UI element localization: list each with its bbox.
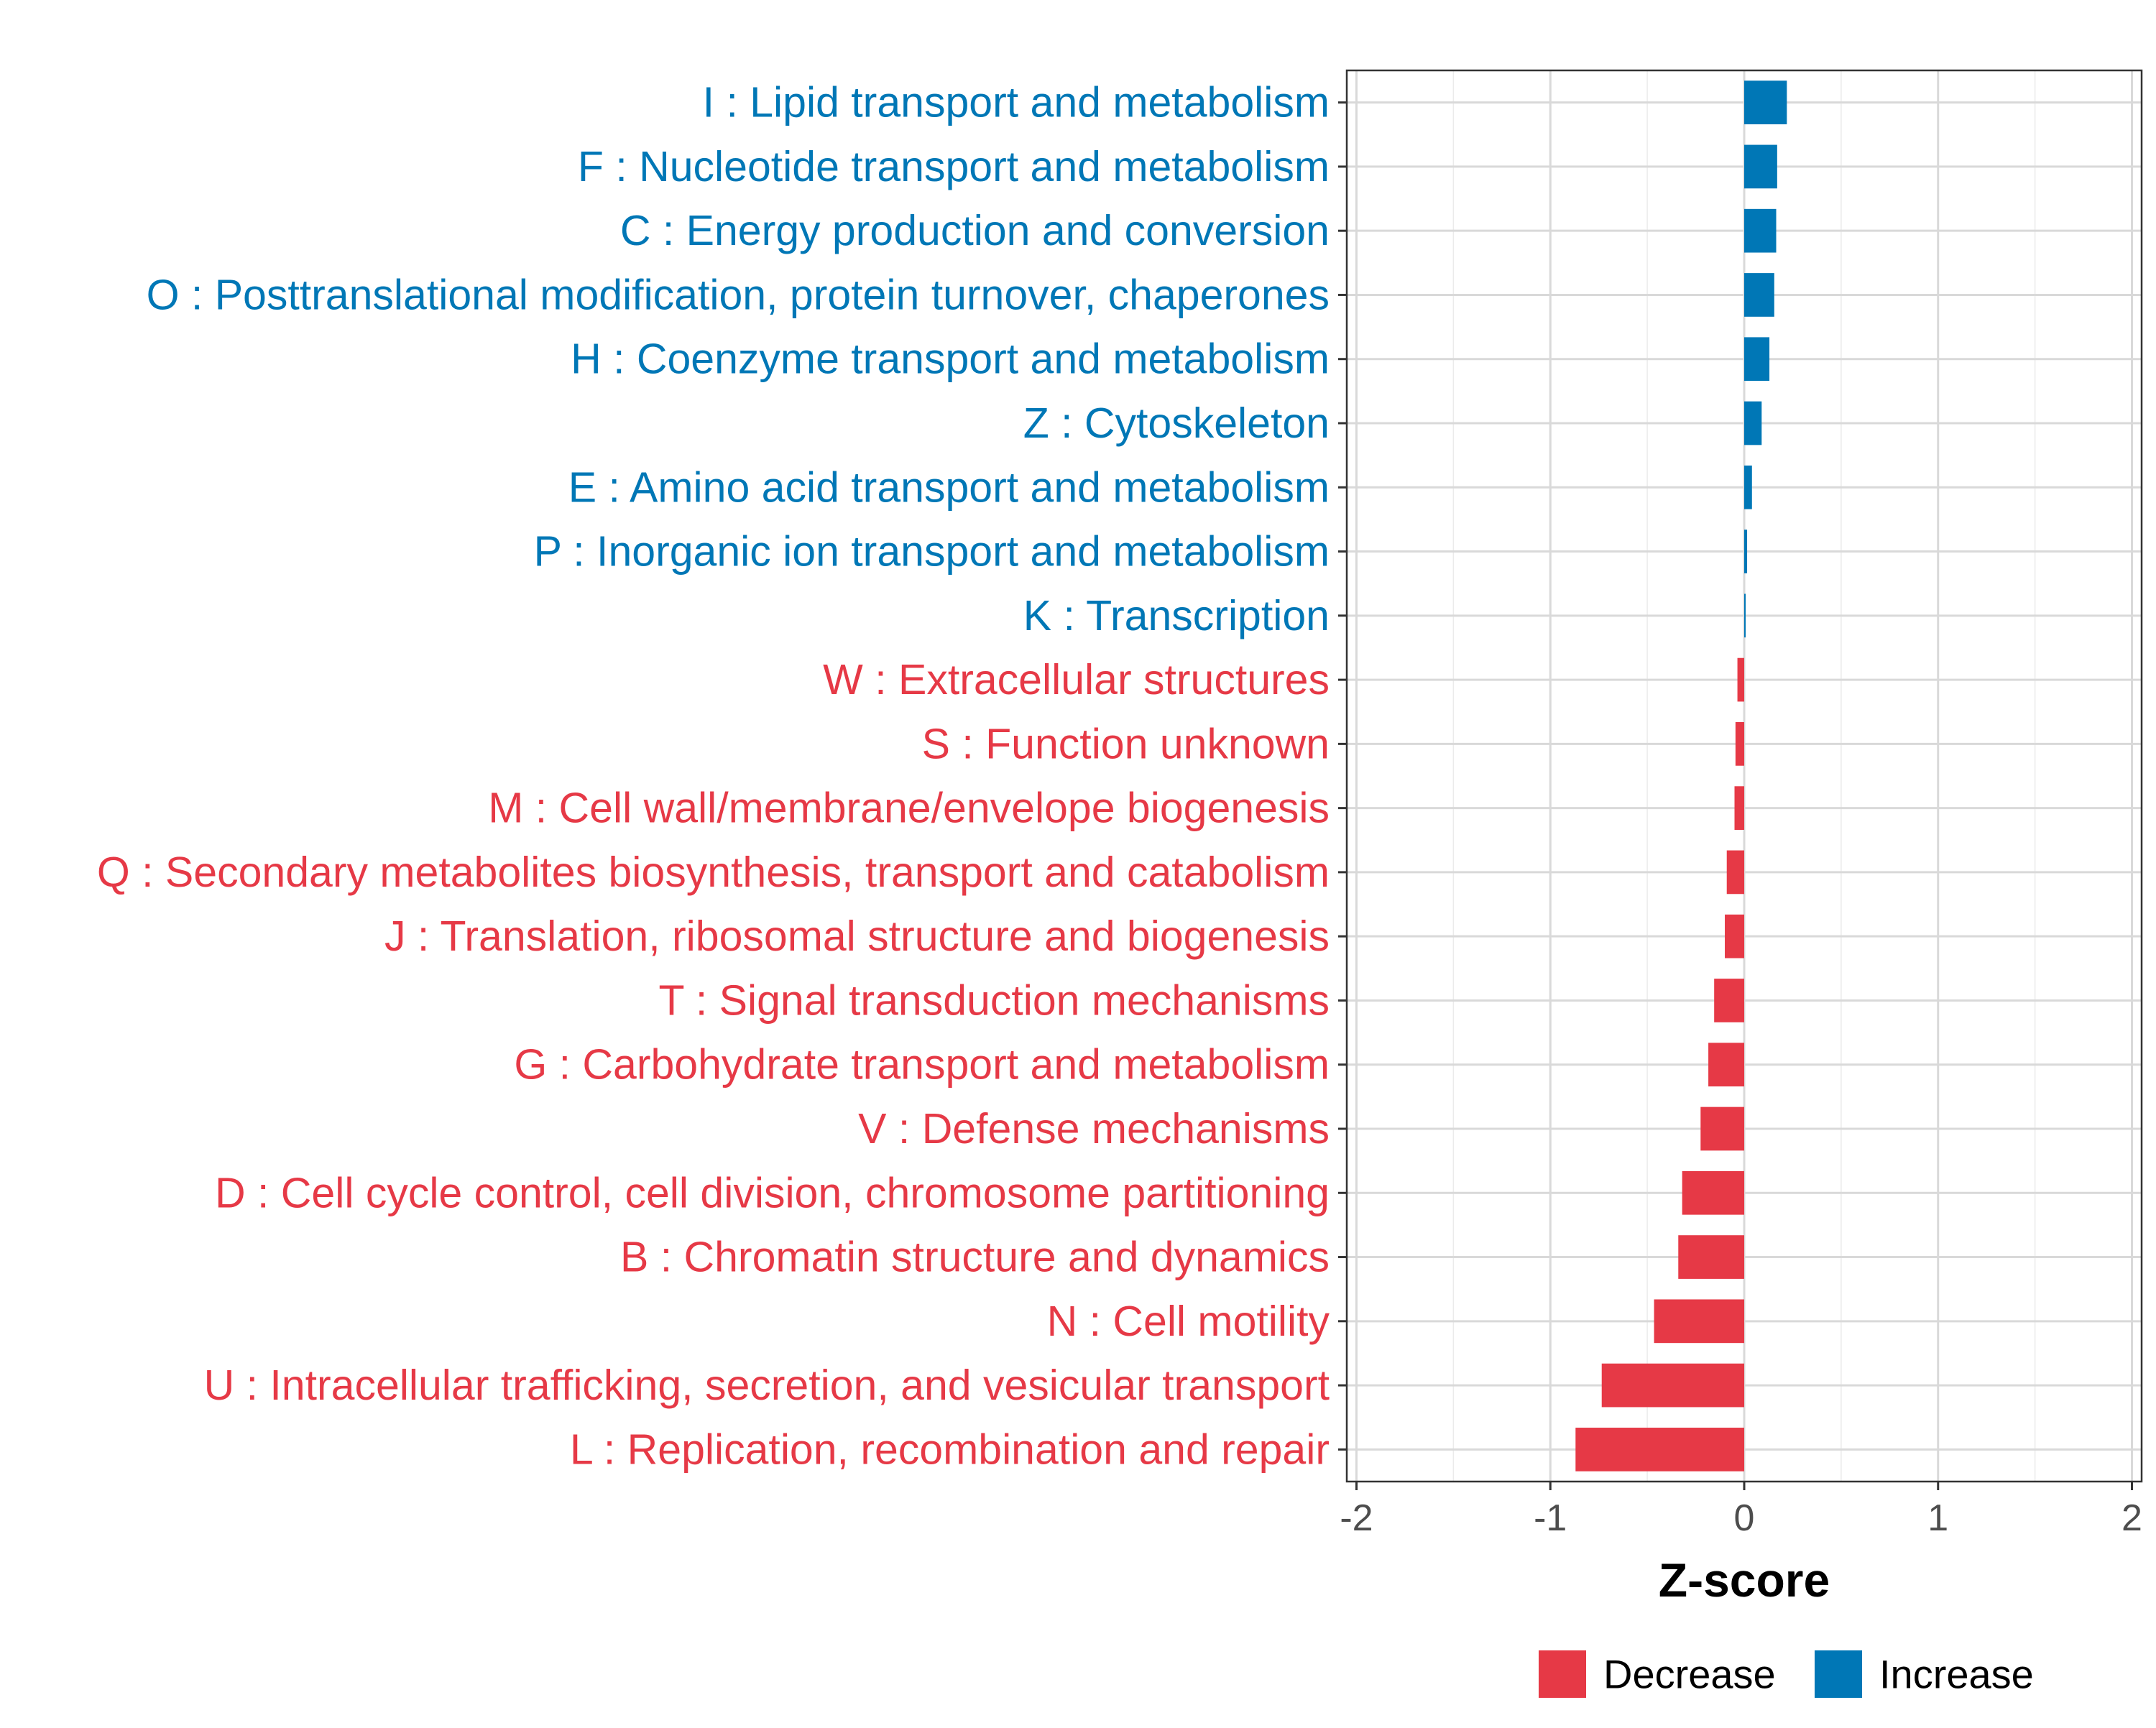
bar-layer — [1575, 80, 1787, 1471]
category-label: U : Intracellular trafficking, secretion… — [204, 1362, 1330, 1409]
legend-key — [1539, 1650, 1586, 1698]
category-label: E : Amino acid transport and metabolism — [568, 463, 1330, 511]
category-label: N : Cell motility — [1047, 1298, 1330, 1345]
bar — [1734, 786, 1744, 830]
category-label: K : Transcription — [1023, 592, 1330, 639]
bar — [1735, 722, 1744, 766]
bar — [1737, 657, 1744, 702]
category-label: V : Defense mechanisms — [858, 1105, 1330, 1152]
category-label: O : Posttranslational modification, prot… — [147, 271, 1330, 318]
bar — [1708, 1043, 1744, 1087]
category-label: T : Signal transduction mechanisms — [658, 976, 1330, 1024]
bar — [1678, 1235, 1744, 1279]
category-label: M : Cell wall/membrane/envelope biogenes… — [488, 785, 1330, 832]
legend-label: Decrease — [1603, 1652, 1776, 1697]
x-axis: -2 -1 0 1 2 — [1340, 1482, 2142, 1539]
bar — [1744, 273, 1774, 317]
bar — [1726, 850, 1744, 895]
category-label: J : Translation, ribosomal structure and… — [384, 912, 1330, 960]
bar — [1744, 337, 1770, 382]
y-axis: I : Lipid transport and metabolism F : Nu… — [97, 79, 1347, 1473]
category-label: L : Replication, recombination and repai… — [570, 1426, 1330, 1473]
category-label: B : Chromatin structure and dynamics — [620, 1234, 1330, 1281]
category-label: S : Function unknown — [922, 720, 1330, 767]
bar — [1682, 1170, 1744, 1215]
legend: Decrease Increase — [1539, 1650, 2034, 1698]
category-label: Q : Secondary metabolites biosynthesis, … — [97, 849, 1330, 896]
bar — [1744, 208, 1777, 253]
category-label: C : Energy production and conversion — [620, 207, 1330, 254]
bar — [1575, 1428, 1744, 1471]
bar — [1714, 979, 1744, 1022]
bar — [1744, 465, 1752, 509]
category-label: G : Carbohydrate transport and metabolis… — [514, 1041, 1330, 1089]
x-axis-title: Z-score — [1659, 1553, 1830, 1607]
legend-key — [1815, 1650, 1862, 1698]
x-tick-label: -2 — [1340, 1497, 1373, 1539]
legend-label: Increase — [1879, 1652, 2034, 1697]
category-label: Z : Cytoskeleton — [1023, 399, 1330, 447]
category-label: D : Cell cycle control, cell division, c… — [215, 1169, 1330, 1216]
category-label: W : Extracellular structures — [823, 656, 1330, 703]
bar — [1744, 80, 1787, 124]
x-tick-label: 0 — [1734, 1497, 1755, 1539]
bar — [1654, 1299, 1744, 1344]
bar — [1744, 593, 1746, 638]
bar — [1744, 401, 1762, 445]
category-label: P : Inorganic ion transport and metaboli… — [534, 528, 1330, 576]
x-tick-label: 2 — [2122, 1497, 2142, 1539]
category-label: I : Lipid transport and metabolism — [703, 79, 1330, 126]
bar — [1744, 144, 1777, 189]
bar — [1601, 1363, 1744, 1408]
category-label: F : Nucleotide transport and metabolism — [578, 143, 1330, 190]
category-label: H : Coenzyme transport and metabolism — [571, 336, 1330, 383]
bar — [1725, 914, 1744, 958]
x-tick-label: 1 — [1927, 1497, 1948, 1539]
x-tick-label: -1 — [1534, 1497, 1567, 1539]
bar — [1744, 530, 1748, 573]
bar — [1700, 1106, 1744, 1151]
